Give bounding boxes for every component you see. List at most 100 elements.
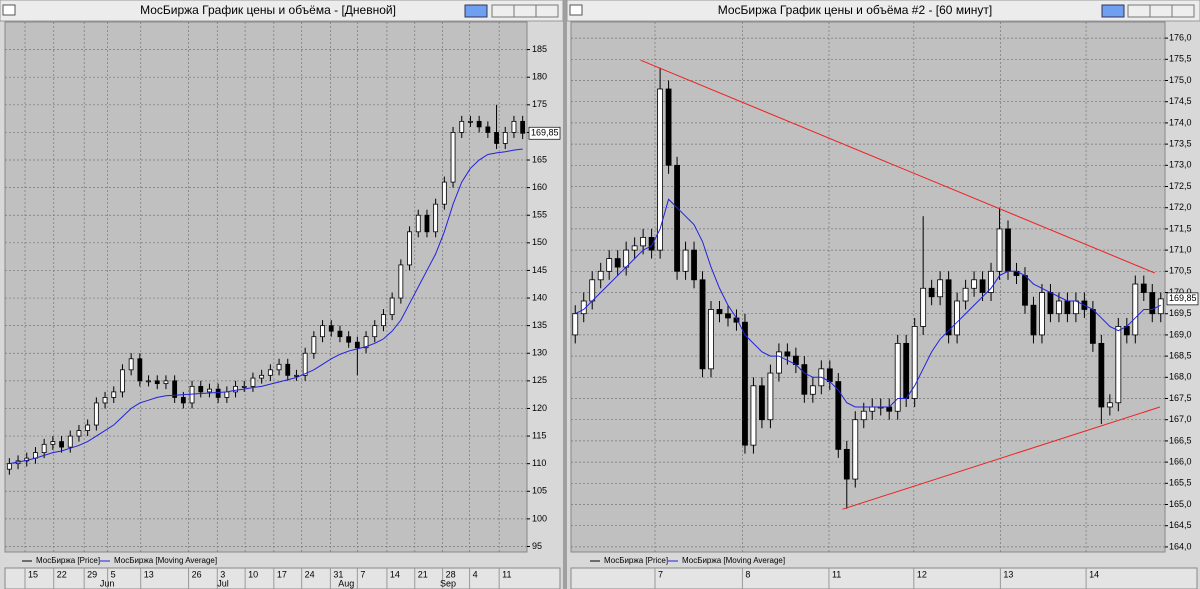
- candle-body: [320, 325, 325, 338]
- candle-body: [468, 120, 473, 123]
- candle-body: [835, 381, 842, 450]
- y-tick-label: 166,5: [1169, 435, 1192, 445]
- candle-body: [640, 236, 647, 247]
- link-button[interactable]: [1101, 4, 1125, 18]
- candle-body: [6, 463, 12, 470]
- candle-body: [826, 368, 833, 382]
- candle-body: [691, 249, 697, 281]
- candle-body: [1005, 228, 1011, 272]
- y-tick-label: 95: [532, 541, 542, 551]
- candle-body: [415, 214, 421, 233]
- candle-body: [996, 228, 1003, 272]
- x-tick-label: 13: [144, 569, 154, 579]
- candle-body: [215, 388, 221, 398]
- y-tick-label: 105: [532, 486, 547, 496]
- y-tick-label: 130: [532, 348, 547, 358]
- y-tick-label: 165,5: [1169, 478, 1192, 488]
- x-tick-label: 26: [192, 569, 202, 579]
- maximize-button[interactable]: [513, 4, 537, 18]
- x-tick-label: 14: [390, 569, 400, 579]
- y-tick-label: 167,5: [1169, 393, 1192, 403]
- candle-body: [346, 336, 352, 343]
- x-tick-label: 21: [418, 569, 428, 579]
- trendline: [842, 406, 1161, 510]
- window-title: МосБиржа График цены и объёма - [Дневной…: [140, 3, 396, 17]
- candle-body: [450, 132, 456, 183]
- candle-body: [1149, 292, 1156, 315]
- candle-body: [699, 279, 706, 370]
- moving-average-line: [9, 148, 523, 465]
- candle-body: [606, 258, 613, 272]
- close-button[interactable]: [1171, 4, 1195, 18]
- candle-body: [903, 342, 910, 399]
- candle-body: [120, 369, 125, 393]
- x-tick-label: 8: [745, 569, 750, 579]
- candle-body: [146, 380, 151, 383]
- candle-body: [716, 309, 723, 315]
- window-icon: [569, 4, 583, 16]
- y-tick-label: 120: [532, 403, 547, 413]
- candle-body: [1073, 300, 1079, 315]
- candle-body: [767, 372, 774, 421]
- candle-body: [674, 164, 680, 272]
- window-title: МосБиржа График цены и объёма #2 - [60 м…: [718, 3, 992, 17]
- candle-body: [1030, 304, 1037, 336]
- maximize-button[interactable]: [1149, 4, 1173, 18]
- x-tick-label: 22: [57, 569, 67, 579]
- y-tick-label: 185: [532, 44, 547, 54]
- x-axis-bar: [570, 567, 1198, 589]
- window-icon: [2, 4, 16, 16]
- candle-body: [441, 181, 447, 205]
- x-tick-label: 14: [1089, 569, 1099, 579]
- y-tick-label: 164,5: [1169, 520, 1192, 530]
- candle-body: [979, 279, 986, 293]
- candle-body: [302, 352, 308, 376]
- y-tick-label: 100: [532, 513, 547, 523]
- month-label: Jul: [217, 578, 229, 588]
- candle-body: [631, 245, 638, 251]
- candle-body: [962, 287, 969, 302]
- candle-body: [233, 385, 238, 393]
- month-label: Jun: [100, 578, 115, 588]
- y-tick-label: 174,5: [1169, 96, 1192, 106]
- candle-body: [860, 410, 867, 421]
- x-tick-label: 12: [917, 569, 927, 579]
- candle-body: [250, 377, 256, 387]
- minimize-button[interactable]: [1127, 4, 1151, 18]
- candle-body: [657, 88, 663, 251]
- link-button[interactable]: [464, 4, 488, 18]
- moving-average-line: [575, 198, 1161, 408]
- candle-body: [623, 249, 630, 268]
- candle-body: [911, 326, 918, 399]
- candle-body: [85, 424, 91, 431]
- x-tick-label: 15: [28, 569, 38, 579]
- candle-body: [502, 132, 508, 144]
- legend-label: МосБиржа [Moving Average]: [114, 556, 217, 565]
- last-price-label: 169,85: [531, 128, 559, 138]
- candle-body: [41, 443, 47, 454]
- candle-body: [294, 374, 299, 377]
- candle-body: [1089, 309, 1096, 344]
- y-tick-label: 150: [532, 237, 547, 247]
- candle-body: [180, 397, 186, 404]
- candle-body: [285, 363, 291, 376]
- candle-body: [988, 270, 994, 293]
- candle-body: [398, 264, 404, 299]
- candle-body: [894, 342, 901, 412]
- candle-body: [241, 385, 247, 388]
- candle-body: [1106, 402, 1113, 408]
- candle-body: [198, 385, 204, 393]
- candle-body: [937, 279, 944, 298]
- plot-area: [4, 21, 528, 553]
- candle-body: [459, 120, 465, 133]
- candle-body: [843, 448, 850, 480]
- close-button[interactable]: [535, 4, 559, 18]
- minimize-button[interactable]: [491, 4, 515, 18]
- candle-body: [1140, 283, 1147, 293]
- y-tick-label: 160: [532, 182, 547, 192]
- candle-body: [648, 236, 655, 251]
- y-tick-label: 180: [532, 72, 547, 82]
- candle-body: [971, 279, 977, 289]
- last-price-box: [1166, 292, 1199, 306]
- candle-body: [784, 351, 791, 357]
